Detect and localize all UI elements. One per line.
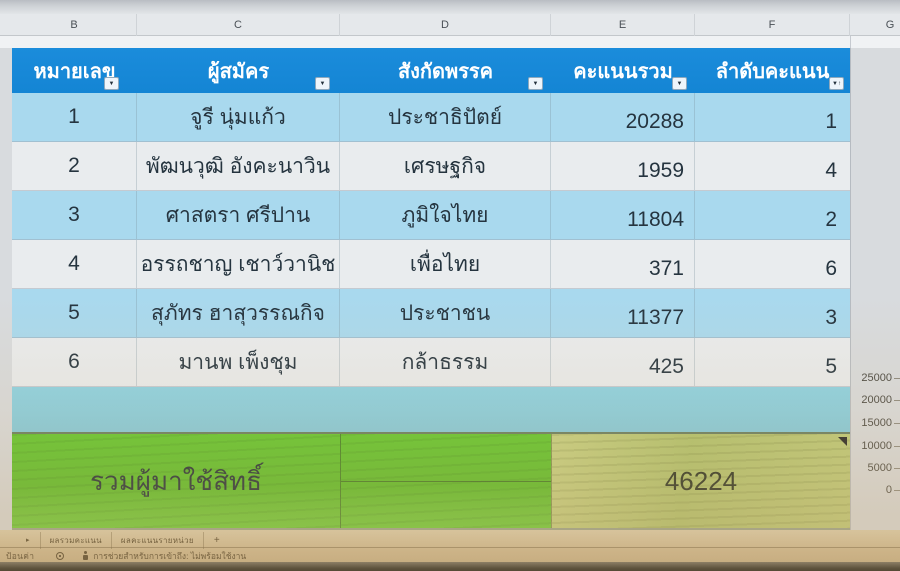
cell-rank[interactable]: 5	[825, 354, 837, 378]
cell-candidate[interactable]: พัฒนวุฒิ อังคะนาวิน	[137, 142, 340, 190]
cell-mode-indicator: ป้อนค่า	[6, 550, 35, 561]
filter-icon[interactable]: ▼	[528, 77, 543, 90]
formula-bar-strip	[0, 0, 900, 14]
cell-rank[interactable]: 6	[825, 256, 837, 280]
summary-value: 46224	[664, 465, 738, 496]
table-row: 4 อรรถชาญ เชาว์วานิช เพื่อไทย 371 6	[12, 240, 850, 289]
axis-tick-label: 20000	[861, 394, 892, 406]
results-table: หมายเลข ▼ ผู้สมัคร ▼ สังกัดพรรค ▼ คะแนนร…	[12, 48, 850, 530]
accessibility-icon	[82, 551, 89, 560]
cell-number[interactable]: 4	[12, 240, 137, 288]
add-sheet-button[interactable]: +	[213, 534, 220, 546]
table-row: 6 มานพ เพ็งชุม กล้าธรรม 425 5	[12, 338, 850, 387]
table-row: 3 ศาสตรา ศรีปาน ภูมิใจไทย 11804 2	[12, 191, 850, 240]
header-label-party: สังกัดพรรค	[397, 60, 494, 83]
empty-grid-row	[0, 36, 900, 48]
axis-tick-label: 25000	[861, 372, 892, 384]
header-cell-party[interactable]: สังกัดพรรค ▼	[340, 48, 551, 93]
axis-tick-label: 5000	[867, 462, 892, 474]
header-label-rank: ลำดับคะแนน	[715, 60, 830, 83]
cell-votes[interactable]: 11377	[551, 289, 695, 337]
cell-party[interactable]: เพื่อไทย	[340, 240, 551, 288]
axis-tick	[894, 446, 900, 447]
header-label-candidate: ผู้สมัคร	[207, 60, 270, 83]
cell-votes[interactable]: 11804	[551, 191, 695, 239]
cell-party[interactable]: กล้าธรรม	[340, 338, 551, 386]
header-label-number: หมายเลข	[33, 60, 116, 83]
cell-candidate[interactable]: สุภัทร ฮาสุวรรณกิจ	[137, 289, 340, 337]
summary-label: รวมผู้มาใช้สิทธิ์	[90, 465, 262, 496]
table-row: 1 จูรี นุ่มแก้ว ประชาธิปัตย์ 20288 1	[12, 93, 850, 142]
column-header-c[interactable]: C	[137, 14, 340, 36]
cell-party[interactable]: เศรษฐกิจ	[340, 142, 551, 190]
cell-rank[interactable]: 3	[825, 305, 837, 329]
cell-candidate[interactable]: ศาสตรา ศรีปาน	[137, 191, 340, 239]
table-header-row: หมายเลข ▼ ผู้สมัคร ▼ สังกัดพรรค ▼ คะแนนร…	[12, 48, 850, 93]
filter-sort-ascending-icon[interactable]: ▼↑	[829, 77, 844, 90]
header-cell-rank[interactable]: ลำดับคะแนน ▼↑	[695, 48, 850, 93]
table-row: 5 สุภัทร ฮาสุวรรณกิจ ประชาชน 11377 3	[12, 289, 850, 338]
empty-highlight-row[interactable]	[12, 387, 850, 432]
cell-number[interactable]: 5	[12, 289, 137, 337]
column-header-d[interactable]: D	[340, 14, 551, 36]
cell-rank[interactable]: 1	[825, 109, 837, 133]
accessibility-status[interactable]: การช่วยสำหรับการเข้าถึง: ไม่พร้อมใช้งาน	[93, 550, 247, 561]
header-label-votes: คะแนนรวม	[573, 60, 673, 83]
cell-votes[interactable]: 425	[551, 338, 695, 386]
axis-tick-label: 15000	[861, 417, 892, 429]
header-cell-votes[interactable]: คะแนนรวม ▼	[551, 48, 695, 93]
column-header-b[interactable]: B	[12, 14, 137, 36]
axis-tick-label: 10000	[861, 440, 892, 452]
cell-rank[interactable]: 4	[825, 158, 837, 182]
cell-candidate[interactable]: มานพ เพ็งชุม	[137, 338, 340, 386]
status-bar: ป้อนค่า การช่วยสำหรับการเข้าถึง: ไม่พร้อ…	[0, 549, 900, 562]
column-header-e[interactable]: E	[551, 14, 695, 36]
cell-party[interactable]: ประชาธิปัตย์	[340, 93, 551, 141]
screen-bezel	[0, 562, 900, 571]
table-row: 2 พัฒนวุฒิ อังคะนาวิน เศรษฐกิจ 1959 4	[12, 142, 850, 191]
grid-line	[850, 36, 851, 530]
cell-candidate[interactable]: อรรถชาญ เชาว์วานิช	[137, 240, 340, 288]
summary-value-cell[interactable]: 46224	[551, 434, 850, 528]
macro-record-icon[interactable]	[56, 551, 65, 560]
cell-votes[interactable]: 20288	[551, 93, 695, 141]
cell-party[interactable]: ภูมิใจไทย	[340, 191, 551, 239]
header-cell-candidate[interactable]: ผู้สมัคร ▼	[137, 48, 340, 93]
cell-number[interactable]: 3	[12, 191, 137, 239]
cell-number[interactable]: 2	[12, 142, 137, 190]
cell-candidate[interactable]: จูรี นุ่มแก้ว	[137, 93, 340, 141]
axis-tick	[894, 490, 900, 491]
cell-votes[interactable]: 371	[551, 240, 695, 288]
column-header-band: B C D E F G	[0, 14, 900, 36]
header-cell-number[interactable]: หมายเลข ▼	[12, 48, 137, 93]
filter-icon[interactable]: ▼	[315, 77, 330, 90]
summary-empty-cell[interactable]	[340, 434, 551, 528]
cell-party[interactable]: ประชาชน	[340, 289, 551, 337]
axis-tick	[894, 400, 900, 401]
sheet-tab-results-total[interactable]: ผลรวมคะแนน	[39, 531, 112, 549]
cell-number[interactable]: 1	[12, 93, 137, 141]
axis-tick	[894, 423, 900, 424]
summary-band: รวมผู้มาใช้สิทธิ์ 46224	[12, 432, 850, 530]
column-header-g[interactable]: G	[885, 19, 895, 31]
sheet-tab-results-by-unit[interactable]: ผลคะแนนรายหน่วย	[112, 531, 204, 549]
axis-tick-label: 0	[885, 484, 892, 496]
comment-marker-icon	[838, 437, 847, 446]
axis-tick	[894, 378, 900, 379]
sheet-tab-bar: ▸ ผลรวมคะแนน ผลคะแนนรายหน่วย +	[0, 531, 900, 549]
tab-scroll-icon[interactable]: ▸	[26, 537, 30, 544]
cell-number[interactable]: 6	[12, 338, 137, 386]
summary-label-cell[interactable]: รวมผู้มาใช้สิทธิ์	[12, 434, 340, 528]
axis-tick	[894, 468, 900, 469]
filter-icon[interactable]: ▼	[104, 77, 119, 90]
filter-icon[interactable]: ▼	[672, 77, 687, 90]
column-header-f[interactable]: F	[695, 14, 850, 36]
cell-rank[interactable]: 2	[825, 207, 837, 231]
cell-votes[interactable]: 1959	[551, 142, 695, 190]
